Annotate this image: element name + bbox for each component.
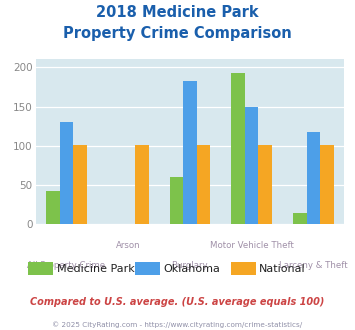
Bar (231, 73, 245, 224)
Bar (135, 145, 148, 224)
Text: Burglary: Burglary (171, 261, 208, 270)
Bar (320, 145, 334, 224)
Text: National: National (259, 264, 306, 274)
Bar (73, 145, 87, 224)
Bar (293, 213, 307, 224)
Text: Oklahoma: Oklahoma (163, 264, 220, 274)
Bar (245, 107, 258, 224)
Text: Motor Vehicle Theft: Motor Vehicle Theft (210, 241, 294, 250)
Text: Property Crime Comparison: Property Crime Comparison (63, 26, 292, 41)
Bar (60, 122, 73, 224)
Text: © 2025 CityRating.com - https://www.cityrating.com/crime-statistics/: © 2025 CityRating.com - https://www.city… (53, 322, 302, 328)
Text: Arson: Arson (116, 241, 141, 250)
Bar (170, 177, 183, 224)
Bar (46, 191, 60, 224)
Text: Medicine Park: Medicine Park (57, 264, 135, 274)
Bar (183, 82, 197, 224)
Text: 2018 Medicine Park: 2018 Medicine Park (96, 5, 259, 20)
Bar (307, 132, 320, 224)
Text: Larceny & Theft: Larceny & Theft (279, 261, 348, 270)
Text: Compared to U.S. average. (U.S. average equals 100): Compared to U.S. average. (U.S. average … (30, 297, 325, 307)
Bar (258, 145, 272, 224)
Bar (197, 145, 210, 224)
Text: All Property Crime: All Property Crime (27, 261, 105, 270)
